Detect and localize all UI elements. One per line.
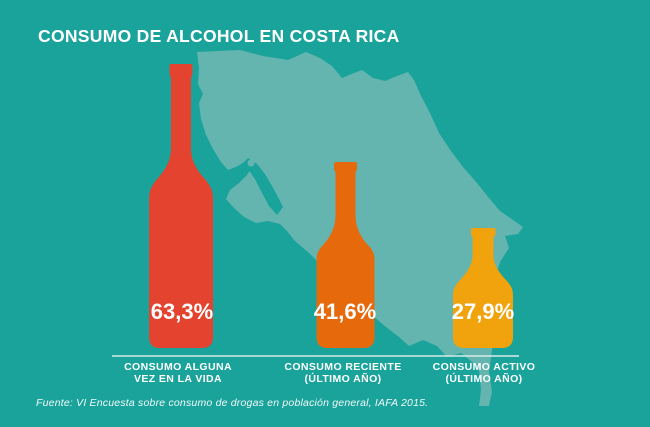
page-title: CONSUMO DE ALCOHOL EN COSTA RICA [38,26,400,46]
value-label-recent: 41,6% [314,299,376,324]
gulf-of-nicoya-notch [244,158,283,215]
value-label-active: 27,9% [452,299,514,324]
category-label-line1: CONSUMO ACTIVO [432,361,536,373]
costa-rica-map-silhouette [197,50,523,406]
value-label-lifetime: 63,3% [151,299,213,324]
category-label-line1: CONSUMO ALGUNA [124,361,232,373]
bottle-lifetime [149,64,213,348]
category-label-recent: CONSUMO RECIENTE (ÚLTIMO AÑO) [268,361,418,385]
category-label-line1: CONSUMO RECIENTE [284,361,402,373]
source-note: Fuente: VI Encuesta sobre consumo de dro… [36,397,429,409]
category-label-active: CONSUMO ACTIVO (ÚLTIMO AÑO) [409,361,559,385]
gulf-island [247,159,255,167]
bottle-recent [316,162,375,348]
bottle-active [453,228,513,348]
category-label-line2: VEZ EN LA VIDA [133,372,223,385]
category-label-lifetime: CONSUMO ALGUNA VEZ EN LA VIDA [103,361,253,385]
category-label-line2: (ÚLTIMO AÑO) [445,372,523,385]
category-label-line2: (ÚLTIMO AÑO) [304,372,382,385]
